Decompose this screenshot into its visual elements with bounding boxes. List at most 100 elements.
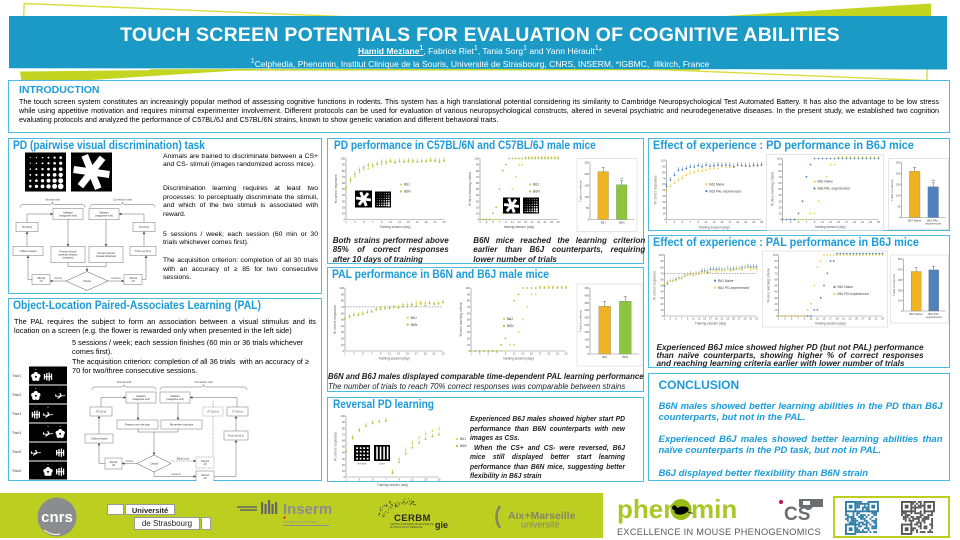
svg-text:15: 15 (836, 220, 840, 224)
svg-text:Initiation: Initiation (170, 394, 180, 398)
svg-text:B6N: B6N (507, 324, 514, 328)
svg-text:9: 9 (803, 317, 805, 321)
svg-text:250: 250 (584, 315, 589, 319)
svg-text:training session (day): training session (day) (504, 225, 534, 229)
svg-text:30: 30 (467, 330, 471, 334)
svg-text:0: 0 (661, 314, 663, 318)
svg-text:Trial 1: Trial 1 (12, 374, 21, 378)
svg-text:100: 100 (897, 299, 902, 303)
svg-text:Choice: Choice (150, 462, 159, 466)
svg-text:experienced: experienced (925, 315, 941, 319)
svg-text:70: 70 (342, 174, 346, 178)
svg-text:100: 100 (340, 414, 345, 418)
svg-text:9: 9 (697, 220, 699, 224)
svg-text:80: 80 (774, 265, 778, 269)
svg-text:60: 60 (774, 278, 778, 282)
svg-text:11: 11 (388, 352, 391, 356)
svg-text:ITI (20 s): ITI (20 s) (96, 410, 107, 414)
svg-text:Correct: Correct (54, 277, 62, 280)
svg-text:15: 15 (822, 317, 826, 321)
svg-text:1: 1 (345, 478, 347, 482)
svg-text:Incorrect: Incorrect (111, 277, 121, 280)
svg-text:-: - (48, 367, 49, 371)
svg-text:19: 19 (425, 220, 429, 224)
svg-text:% mice reaching criteria: % mice reaching criteria (766, 268, 770, 302)
svg-text:20: 20 (467, 337, 471, 341)
svg-text:15: 15 (530, 352, 534, 356)
svg-text:phen: phen (617, 494, 679, 524)
svg-text:***: *** (931, 179, 936, 183)
svg-text:13: 13 (521, 352, 525, 356)
svg-text:B6J PD-experienced: B6J PD-experienced (718, 286, 749, 290)
svg-text:gie: gie (435, 520, 448, 530)
svg-text:100: 100 (584, 194, 589, 198)
svg-text:20: 20 (342, 205, 346, 209)
svg-text:B6J PAL-experienced: B6J PAL-experienced (817, 186, 850, 190)
svg-text:0: 0 (477, 217, 479, 221)
svg-text:training session (day): training session (day) (503, 357, 533, 361)
svg-text:Reverse: Reverse (358, 463, 368, 466)
svg-text:experienced: experienced (925, 221, 941, 225)
svg-text:B6J Naive: B6J Naive (909, 312, 923, 316)
svg-text:5: 5 (492, 220, 494, 224)
svg-text:10: 10 (467, 343, 471, 347)
svg-text:30: 30 (778, 199, 782, 203)
svg-text:250: 250 (584, 160, 589, 164)
svg-text:9: 9 (686, 317, 688, 321)
svg-text:Correct: Correct (126, 460, 134, 463)
svg-text:60: 60 (342, 181, 346, 185)
svg-text:33: 33 (754, 317, 758, 321)
svg-text:25: 25 (556, 220, 560, 224)
svg-text:% mice reaching criteria: % mice reaching criteria (468, 171, 472, 205)
svg-text:25: 25 (759, 220, 763, 224)
svg-text:Initiation: Initiation (63, 210, 73, 214)
svg-text:60: 60 (660, 278, 664, 282)
svg-text:0: 0 (587, 352, 589, 356)
svg-text:70: 70 (467, 305, 471, 309)
svg-text:50: 50 (342, 445, 346, 449)
svg-text:100: 100 (895, 193, 900, 197)
svg-text:ITI (10 s): ITI (10 s) (232, 410, 243, 414)
svg-text:20: 20 (662, 205, 666, 209)
svg-text:1: 1 (665, 220, 667, 224)
svg-text:23: 23 (564, 352, 568, 356)
svg-text:50: 50 (342, 187, 346, 191)
svg-text:5: 5 (363, 220, 365, 224)
svg-text:300: 300 (897, 278, 902, 282)
svg-text:13: 13 (828, 220, 832, 224)
svg-text:B6J PAL-experienced: B6J PAL-experienced (709, 189, 741, 193)
svg-text:15: 15 (703, 317, 707, 321)
svg-text:19: 19 (852, 220, 856, 224)
svg-text:100: 100 (776, 156, 781, 160)
svg-text:11: 11 (704, 220, 707, 224)
svg-text:10: 10 (341, 343, 345, 347)
svg-text:7: 7 (680, 317, 682, 321)
svg-text:+: + (47, 424, 49, 428)
svg-text:70: 70 (660, 271, 664, 275)
svg-text:9: 9 (398, 478, 400, 482)
svg-text:5: 5 (681, 220, 683, 224)
svg-text:1: 1 (344, 352, 346, 356)
svg-text:7: 7 (805, 220, 807, 224)
svg-text:B6N: B6N (619, 220, 625, 224)
svg-text:23: 23 (848, 317, 852, 321)
svg-text:200: 200 (895, 171, 900, 175)
svg-text:5: 5 (488, 352, 490, 356)
svg-text:15: 15 (524, 220, 528, 224)
svg-text:100: 100 (465, 286, 470, 290)
svg-text:20: 20 (660, 302, 664, 306)
svg-text:+: + (47, 462, 49, 466)
svg-text:ITI (10) s): ITI (10) s) (207, 410, 218, 414)
svg-text:off: off (112, 463, 115, 467)
svg-text:(pseudo-random: (pseudo-random (58, 252, 77, 256)
svg-text:70: 70 (341, 305, 345, 309)
svg-text:Trials to criterion: Trials to criterion (892, 274, 896, 296)
svg-text:B6J: B6J (507, 317, 513, 321)
svg-text:B6J PAL-: B6J PAL- (927, 218, 939, 222)
svg-text:13: 13 (517, 220, 521, 224)
svg-text:80: 80 (342, 426, 346, 430)
svg-text:90: 90 (342, 162, 346, 166)
svg-text:(magazine exit): (magazine exit) (166, 397, 184, 401)
svg-text:40: 40 (341, 324, 345, 328)
svg-text:5: 5 (675, 317, 677, 321)
